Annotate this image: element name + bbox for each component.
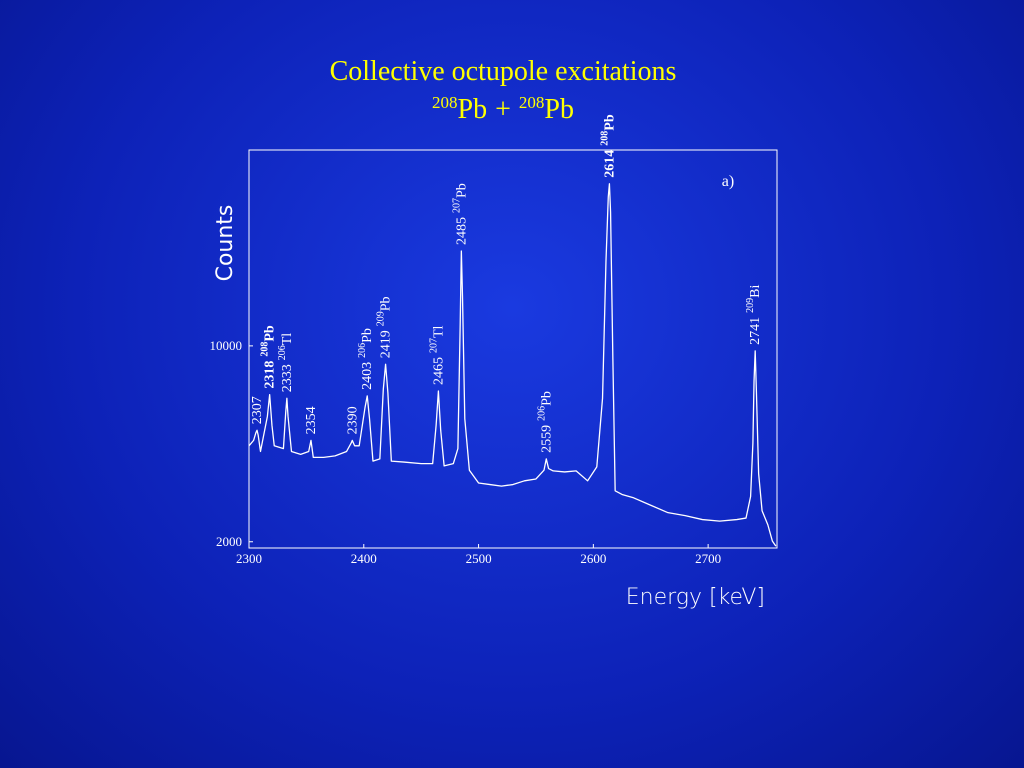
mass-number: 206 — [536, 406, 547, 421]
mass-number: 207 — [428, 338, 439, 353]
peak-label: 2419 209Pb — [376, 296, 394, 358]
peak-label: 2485 207Pb — [451, 183, 469, 245]
peak-energy: 2333 — [280, 364, 295, 392]
peak-label: 2559 206Pb — [536, 391, 554, 453]
peak-energy: 2307 — [250, 396, 265, 424]
mass-number: 206 — [277, 345, 288, 360]
element: Pb — [263, 325, 278, 342]
x-tick-label: 2600 — [580, 551, 606, 566]
peak-energy: 2403 — [360, 362, 375, 390]
peak-label: 2614 208Pb — [599, 114, 617, 178]
peak-label: 2307 — [250, 396, 265, 424]
x-axis-label: Energy [keV] — [626, 585, 765, 610]
y-axis-label: Counts — [213, 205, 238, 282]
peak-label: 2318 208Pb — [260, 325, 278, 389]
mass-number: 208 — [432, 93, 458, 112]
peak-energy: 2419 — [379, 330, 394, 358]
peak-energy: 2485 — [454, 217, 469, 245]
element: Pb — [602, 114, 617, 131]
panel-label: a) — [722, 173, 734, 190]
mass-number: 209 — [745, 298, 756, 313]
peak-label: 2333 206Tl — [277, 333, 295, 393]
x-tick-label: 2400 — [351, 551, 377, 566]
mass-number: 208 — [599, 131, 610, 146]
operator: + — [495, 94, 511, 125]
chart-title: Collective octupole excitations — [330, 56, 677, 87]
mass-number: 207 — [451, 198, 462, 213]
mass-number: 209 — [376, 311, 387, 326]
element: Pb — [539, 391, 554, 406]
chart-subtitle: 208Pb +208Pb — [432, 93, 574, 125]
peak-energy: 2559 — [539, 425, 554, 453]
peak-label: 2354 — [304, 406, 319, 434]
element: Pb — [454, 183, 469, 198]
y-tick-label: 10000 — [210, 338, 243, 353]
x-tick-label: 2500 — [466, 551, 492, 566]
peak-energy: 2614 — [602, 150, 617, 178]
mass-number: 208 — [519, 93, 545, 112]
element: Pb — [379, 296, 394, 311]
peak-label: 2403 206Pb — [357, 328, 375, 390]
peak-energy: 2465 — [431, 357, 446, 385]
peak-energy: 2741 — [748, 317, 763, 345]
element: Pb — [544, 94, 574, 125]
peak-label: 2390 — [345, 406, 360, 434]
element: Bi — [748, 285, 763, 298]
peak-label: 2741 209Bi — [745, 285, 763, 345]
peak-energy: 2318 — [263, 361, 278, 389]
peak-energy: 2354 — [304, 406, 319, 434]
spectrum-line — [248, 183, 777, 547]
peak-energy: 2390 — [345, 406, 360, 434]
peak-label: 2465 207Tl — [428, 325, 446, 385]
x-tick-label: 2700 — [695, 551, 721, 566]
mass-number: 208 — [260, 342, 271, 357]
y-tick-label: 2000 — [216, 534, 242, 549]
mass-number: 206 — [357, 343, 368, 358]
element: Pb — [458, 94, 488, 125]
element: Tl — [280, 333, 295, 346]
x-tick-label: 2300 — [236, 551, 262, 566]
element: Pb — [360, 328, 375, 343]
plot-frame — [248, 149, 778, 549]
element: Tl — [431, 325, 446, 338]
